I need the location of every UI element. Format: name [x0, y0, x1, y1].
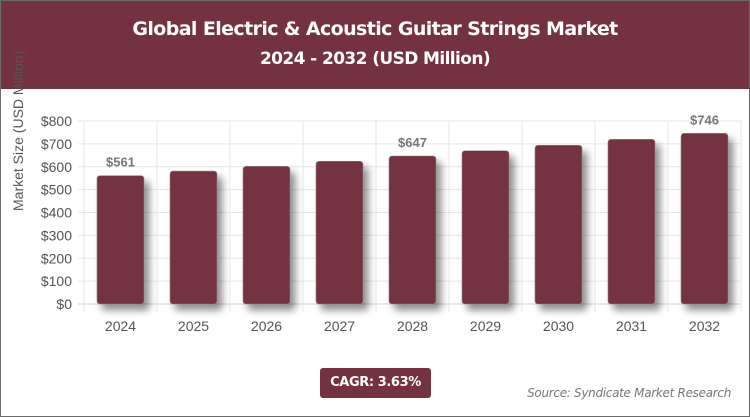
cagr-badge: CAGR: 3.63% — [320, 368, 431, 398]
data-label: $561 — [106, 155, 135, 170]
chart-subtitle: 2024 - 2032 (USD Million) — [259, 49, 491, 69]
data-label: $647 — [398, 135, 427, 150]
bar-2025 — [169, 170, 218, 305]
y-tick-label: $800 — [41, 113, 72, 129]
bars: $561 $647 $746 — [96, 112, 729, 305]
bar-2028 — [388, 155, 437, 305]
bar-2026 — [242, 165, 291, 305]
y-tick-label: $0 — [56, 296, 72, 312]
bar-2030 — [534, 144, 583, 305]
chart-header: Global Electric & Acoustic Guitar String… — [1, 1, 749, 89]
x-tick-label: 2025 — [178, 318, 209, 334]
bar-2032 — [680, 133, 729, 305]
y-tick-label: $600 — [41, 159, 72, 175]
x-tick-label: 2027 — [324, 318, 355, 334]
x-tick-label: 2029 — [470, 318, 501, 334]
x-tick-label: 2024 — [105, 318, 136, 334]
y-tick-label: $700 — [41, 136, 72, 152]
x-axis-ticks: 2024 2025 2026 2027 2028 2029 2030 2031 2032 — [105, 318, 720, 334]
y-tick-label: $200 — [41, 250, 72, 266]
y-tick-label: $100 — [41, 273, 72, 289]
bar-2027 — [315, 160, 364, 305]
chart-title: Global Electric & Acoustic Guitar String… — [132, 18, 618, 40]
bar-chart: $0$100$200$300$400$500$600$700$800 $561$… — [41, 112, 742, 334]
y-tick-label: $500 — [41, 182, 72, 198]
y-axis-ticks: $0 $100 $200 $300 $400 $500 $600 $700 $800 — [41, 113, 72, 312]
x-tick-label: 2030 — [543, 318, 574, 334]
y-tick-label: $300 — [41, 227, 72, 243]
bar-2024 — [96, 175, 145, 305]
y-tick-label: $400 — [41, 205, 72, 221]
x-tick-label: 2032 — [689, 318, 720, 334]
source-note: Source: Syndicate Market Research — [527, 386, 731, 400]
bar-2029 — [461, 150, 510, 305]
x-tick-label: 2031 — [616, 318, 647, 334]
x-tick-label: 2026 — [251, 318, 282, 334]
x-tick-label: 2028 — [397, 318, 428, 334]
bar-2031 — [607, 139, 656, 305]
data-label: $746 — [690, 112, 719, 127]
